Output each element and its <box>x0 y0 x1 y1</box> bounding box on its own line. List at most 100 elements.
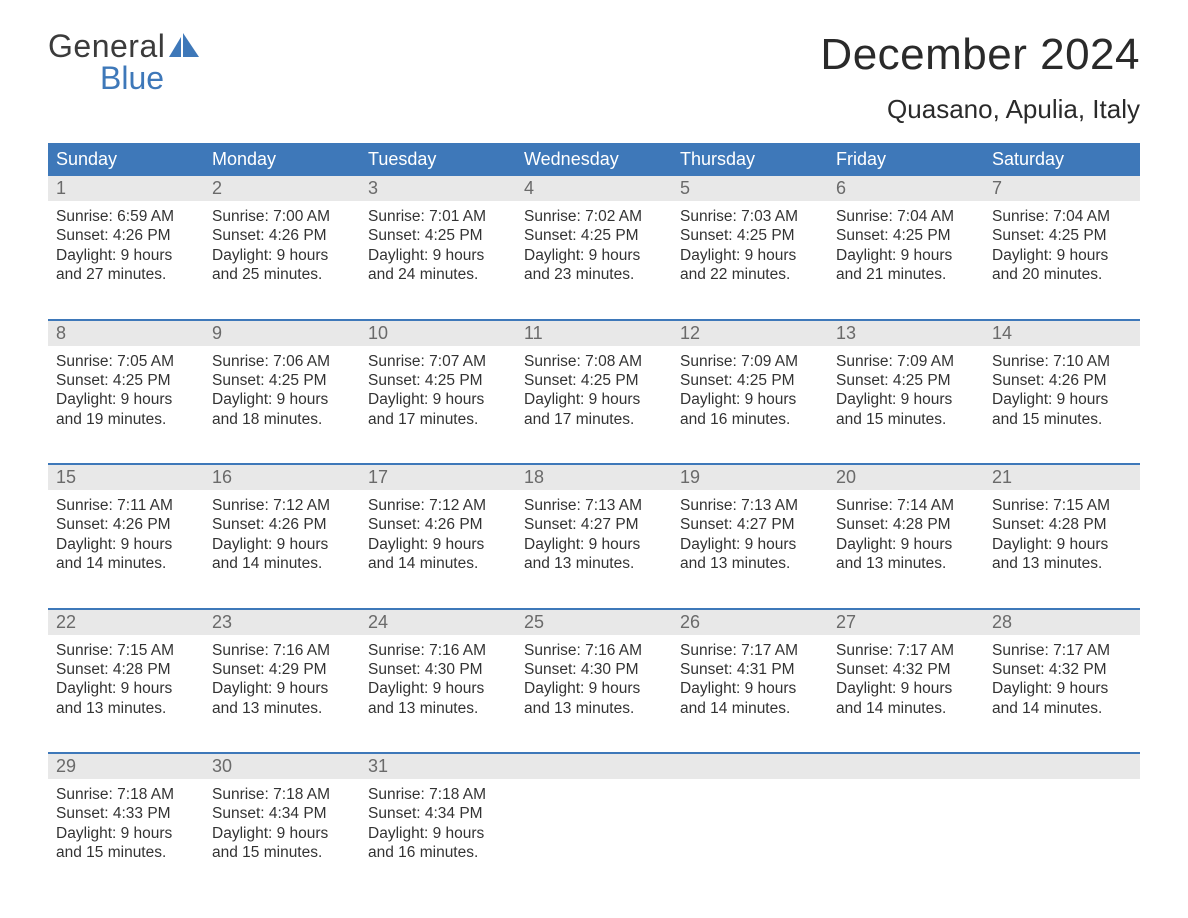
day-cell <box>828 779 984 885</box>
weekday-header: Saturday <box>984 143 1140 176</box>
sunset-text: Sunset: 4:25 PM <box>680 226 820 245</box>
brand-text-blue: Blue <box>48 62 203 94</box>
daylight-text: and 14 minutes. <box>56 554 196 573</box>
day-cell: Sunrise: 7:02 AMSunset: 4:25 PMDaylight:… <box>516 201 672 307</box>
day-number: 26 <box>672 610 828 635</box>
day-cell <box>672 779 828 885</box>
day-number: 3 <box>360 176 516 201</box>
day-number: 17 <box>360 465 516 490</box>
day-cell <box>516 779 672 885</box>
sunrise-text: Sunrise: 7:09 AM <box>836 352 976 371</box>
sunrise-text: Sunrise: 7:10 AM <box>992 352 1132 371</box>
daylight-text: and 13 minutes. <box>992 554 1132 573</box>
day-number: 16 <box>204 465 360 490</box>
sunset-text: Sunset: 4:25 PM <box>680 371 820 390</box>
day-cell: Sunrise: 7:08 AMSunset: 4:25 PMDaylight:… <box>516 346 672 452</box>
daylight-text: and 18 minutes. <box>212 410 352 429</box>
day-number: 19 <box>672 465 828 490</box>
day-number: 11 <box>516 321 672 346</box>
day-cell: Sunrise: 7:16 AMSunset: 4:30 PMDaylight:… <box>516 635 672 741</box>
day-cell: Sunrise: 7:00 AMSunset: 4:26 PMDaylight:… <box>204 201 360 307</box>
sunset-text: Sunset: 4:30 PM <box>368 660 508 679</box>
sunset-text: Sunset: 4:26 PM <box>212 515 352 534</box>
daylight-text: and 19 minutes. <box>56 410 196 429</box>
day-number: 29 <box>48 754 204 779</box>
day-number: 13 <box>828 321 984 346</box>
daylight-text: and 16 minutes. <box>680 410 820 429</box>
daylight-text: Daylight: 9 hours <box>836 535 976 554</box>
day-number: 5 <box>672 176 828 201</box>
sunrise-text: Sunrise: 7:04 AM <box>836 207 976 226</box>
day-number: 9 <box>204 321 360 346</box>
daylight-text: Daylight: 9 hours <box>56 246 196 265</box>
day-cell: Sunrise: 7:07 AMSunset: 4:25 PMDaylight:… <box>360 346 516 452</box>
daylight-text: Daylight: 9 hours <box>56 679 196 698</box>
day-cell: Sunrise: 7:13 AMSunset: 4:27 PMDaylight:… <box>672 490 828 596</box>
day-cell: Sunrise: 7:17 AMSunset: 4:32 PMDaylight:… <box>984 635 1140 741</box>
daylight-text: Daylight: 9 hours <box>836 679 976 698</box>
weekday-header-row: Sunday Monday Tuesday Wednesday Thursday… <box>48 143 1140 176</box>
sunrise-text: Sunrise: 7:07 AM <box>368 352 508 371</box>
daylight-text: Daylight: 9 hours <box>836 390 976 409</box>
day-number-row: 891011121314 <box>48 321 1140 346</box>
daylight-text: and 13 minutes. <box>212 699 352 718</box>
daylight-text: and 24 minutes. <box>368 265 508 284</box>
day-cell: Sunrise: 7:17 AMSunset: 4:31 PMDaylight:… <box>672 635 828 741</box>
sunset-text: Sunset: 4:28 PM <box>56 660 196 679</box>
day-number: 22 <box>48 610 204 635</box>
day-cell: Sunrise: 7:09 AMSunset: 4:25 PMDaylight:… <box>672 346 828 452</box>
sunrise-text: Sunrise: 7:17 AM <box>992 641 1132 660</box>
sunset-text: Sunset: 4:33 PM <box>56 804 196 823</box>
daylight-text: Daylight: 9 hours <box>992 390 1132 409</box>
daylight-text: Daylight: 9 hours <box>368 824 508 843</box>
sunset-text: Sunset: 4:26 PM <box>56 515 196 534</box>
daylight-text: Daylight: 9 hours <box>992 679 1132 698</box>
day-number-row: 1234567 <box>48 176 1140 201</box>
sunset-text: Sunset: 4:25 PM <box>524 371 664 390</box>
daylight-text: and 23 minutes. <box>524 265 664 284</box>
day-cell: Sunrise: 7:01 AMSunset: 4:25 PMDaylight:… <box>360 201 516 307</box>
day-cell: Sunrise: 7:04 AMSunset: 4:25 PMDaylight:… <box>984 201 1140 307</box>
daylight-text: Daylight: 9 hours <box>368 679 508 698</box>
sunrise-text: Sunrise: 7:12 AM <box>368 496 508 515</box>
daylight-text: and 15 minutes. <box>992 410 1132 429</box>
brand-logo: General Blue <box>48 30 203 94</box>
daylight-text: Daylight: 9 hours <box>680 535 820 554</box>
daylight-text: and 14 minutes. <box>992 699 1132 718</box>
daylight-text: Daylight: 9 hours <box>524 246 664 265</box>
day-number: 12 <box>672 321 828 346</box>
daylight-text: and 13 minutes. <box>368 699 508 718</box>
daylight-text: and 14 minutes. <box>836 699 976 718</box>
day-number <box>672 754 828 779</box>
sunset-text: Sunset: 4:32 PM <box>992 660 1132 679</box>
daylight-text: and 20 minutes. <box>992 265 1132 284</box>
daylight-text: Daylight: 9 hours <box>56 535 196 554</box>
sunset-text: Sunset: 4:25 PM <box>836 371 976 390</box>
daylight-text: and 15 minutes. <box>212 843 352 862</box>
sunset-text: Sunset: 4:25 PM <box>56 371 196 390</box>
sunrise-text: Sunrise: 7:13 AM <box>524 496 664 515</box>
day-number: 24 <box>360 610 516 635</box>
daylight-text: and 21 minutes. <box>836 265 976 284</box>
day-cell: Sunrise: 6:59 AMSunset: 4:26 PMDaylight:… <box>48 201 204 307</box>
day-number: 21 <box>984 465 1140 490</box>
day-number: 2 <box>204 176 360 201</box>
daylight-text: Daylight: 9 hours <box>836 246 976 265</box>
sunrise-text: Sunrise: 7:09 AM <box>680 352 820 371</box>
sunset-text: Sunset: 4:34 PM <box>368 804 508 823</box>
day-cell: Sunrise: 7:18 AMSunset: 4:33 PMDaylight:… <box>48 779 204 885</box>
sunrise-text: Sunrise: 7:04 AM <box>992 207 1132 226</box>
day-number: 20 <box>828 465 984 490</box>
daylight-text: Daylight: 9 hours <box>524 535 664 554</box>
day-number: 18 <box>516 465 672 490</box>
sunrise-text: Sunrise: 7:02 AM <box>524 207 664 226</box>
day-cell: Sunrise: 7:12 AMSunset: 4:26 PMDaylight:… <box>204 490 360 596</box>
sunrise-text: Sunrise: 7:03 AM <box>680 207 820 226</box>
sunset-text: Sunset: 4:26 PM <box>212 226 352 245</box>
day-number: 28 <box>984 610 1140 635</box>
sunset-text: Sunset: 4:32 PM <box>836 660 976 679</box>
daylight-text: and 17 minutes. <box>368 410 508 429</box>
day-cell: Sunrise: 7:16 AMSunset: 4:30 PMDaylight:… <box>360 635 516 741</box>
daylight-text: Daylight: 9 hours <box>212 679 352 698</box>
weeks-container: 1234567Sunrise: 6:59 AMSunset: 4:26 PMDa… <box>48 176 1140 885</box>
